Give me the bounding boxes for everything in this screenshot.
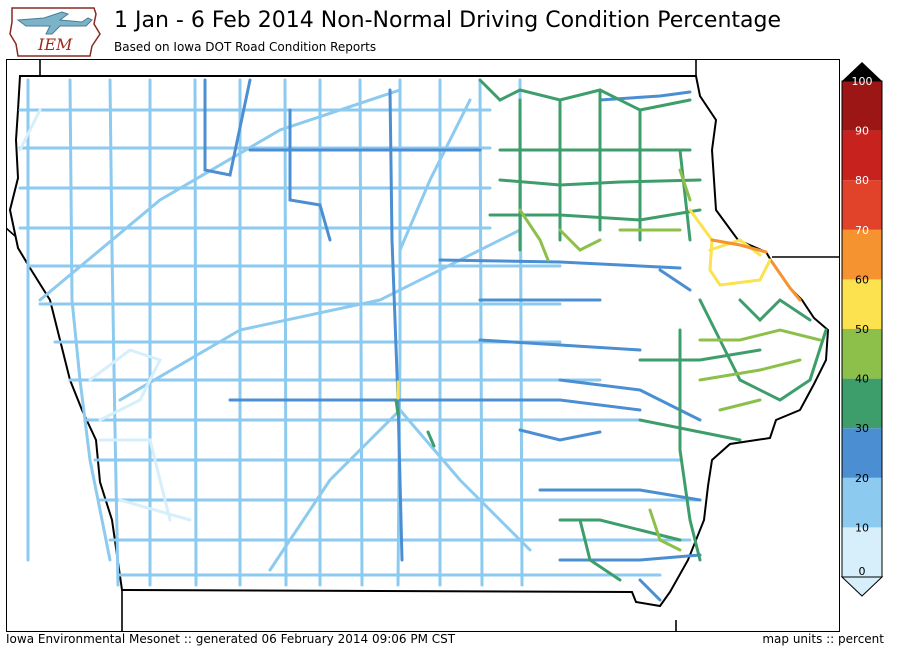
logo-state-outline: [9, 7, 101, 57]
roads-0-20: [18, 78, 702, 587]
colorbar-frame: [841, 80, 883, 578]
colorbar-bin: [842, 477, 882, 528]
map-title: 1 Jan - 6 Feb 2014 Non-Normal Driving Co…: [114, 8, 782, 33]
colorbar-bin: [842, 527, 882, 577]
map-subtitle: Based on Iowa DOT Road Condition Reports: [114, 40, 377, 54]
colorbar-bin: [842, 180, 882, 230]
colorbar-legend: 0 10 20 30 40 50 60 70 80 90 100: [840, 62, 884, 597]
colorbar-tick-label: 70: [855, 224, 869, 237]
colorbar-bin: [842, 378, 882, 429]
colorbar-tick-label: 0: [859, 565, 866, 578]
colorbar-tick-label: 90: [855, 125, 869, 138]
map-frame: [6, 59, 840, 632]
colorbar-bin: [842, 130, 882, 181]
colorbar-tick-label: 40: [855, 373, 869, 386]
colorbar-tick-label: 60: [855, 273, 869, 286]
colorbar-tick-label: 30: [855, 422, 869, 435]
colorbar-tick-label: 20: [855, 472, 869, 485]
footer-units: map units :: percent: [762, 632, 884, 646]
colorbar-tick-label: 50: [855, 323, 869, 336]
colorbar-bin: [842, 229, 882, 280]
roads-40-50: [518, 168, 822, 552]
colorbar-bin: [842, 81, 882, 131]
colorbar-bin: [842, 428, 882, 478]
colorbar-extend-bottom: [840, 576, 884, 597]
iowa-road-map: [6, 59, 840, 632]
iem-logo: IEM: [4, 4, 102, 60]
footer-generated-note: Iowa Environmental Mesonet :: generated …: [6, 632, 456, 646]
colorbar-tick-label: 10: [855, 521, 869, 534]
colorbar-extend-top: [842, 62, 882, 81]
colorbar-tick-label: 80: [855, 174, 869, 187]
airplane-icon: [16, 11, 93, 35]
roads-0-10: [18, 108, 192, 522]
state-borders: [6, 59, 840, 632]
roads-60-70: [710, 238, 802, 302]
colorbar-tick-label: 100: [852, 75, 873, 88]
colorbar-bin: [842, 329, 882, 379]
logo-text: IEM: [37, 35, 73, 54]
colorbar-bin: [842, 279, 882, 329]
